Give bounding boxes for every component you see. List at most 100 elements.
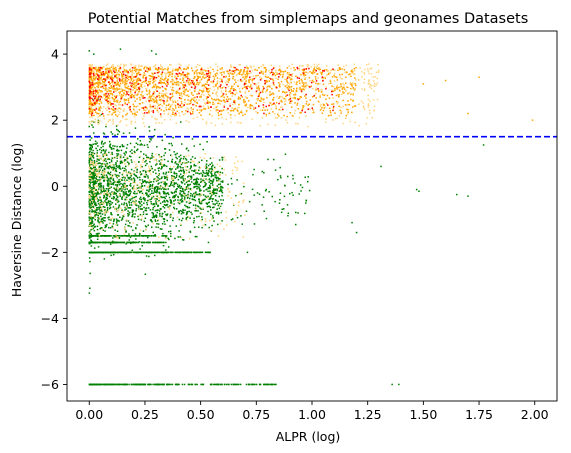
data-point-gold [137, 87, 139, 89]
data-point-green [97, 183, 100, 185]
data-point-gold [221, 92, 223, 94]
data-point-gold [373, 105, 376, 108]
data-point-gold [349, 120, 351, 123]
data-point-green [155, 164, 157, 166]
data-point-gold [219, 87, 222, 89]
data-point-green [110, 178, 112, 180]
data-point-green [103, 383, 106, 386]
data-point-gold [155, 122, 157, 124]
data-point-gold [97, 213, 99, 215]
data-point-orange [312, 103, 315, 106]
data-point-gold [89, 213, 92, 216]
data-point-green [90, 241, 92, 244]
data-point-green [274, 200, 276, 203]
data-point-gold [193, 104, 196, 106]
data-point-green [159, 212, 161, 215]
data-point-green [164, 192, 166, 195]
data-point-gold [316, 64, 319, 67]
data-point-green [138, 241, 141, 243]
data-point-green [105, 160, 107, 163]
data-point-green [112, 145, 114, 147]
data-point-gold [175, 122, 177, 124]
data-point-gold [133, 109, 135, 112]
data-point-gold [219, 204, 221, 207]
data-point-green [139, 191, 141, 194]
data-point-gold [188, 237, 191, 240]
data-point-gold [370, 85, 373, 87]
data-point-green [149, 383, 151, 386]
data-point-green [131, 241, 133, 244]
data-point-gold [97, 116, 99, 118]
data-point-green [186, 197, 189, 199]
data-point-gold [285, 86, 288, 89]
data-point-green [137, 218, 140, 221]
data-point-green [160, 159, 163, 161]
data-point-green [99, 169, 101, 171]
data-point-green [121, 161, 123, 164]
data-point-green [125, 251, 128, 254]
data-point-gold [172, 181, 174, 183]
data-point-gold [320, 89, 322, 91]
data-point-green [283, 195, 286, 198]
data-point-green [136, 204, 138, 207]
data-point-gold [112, 119, 114, 121]
data-point-gold [358, 125, 360, 127]
data-point-green [121, 251, 123, 254]
data-point-gold [223, 228, 225, 230]
data-point-gold [324, 106, 326, 108]
data-point-green [170, 184, 172, 186]
data-point-green [240, 215, 242, 217]
data-point-green [256, 192, 259, 194]
data-point-gold [161, 105, 163, 107]
data-point-gold [90, 174, 93, 176]
data-point-orange [175, 90, 178, 93]
data-point-orange [121, 76, 123, 78]
data-point-orange [138, 78, 141, 80]
data-point-orange [180, 102, 183, 105]
data-point-green [97, 192, 99, 194]
data-point-green [169, 230, 172, 232]
data-point-gold [124, 95, 127, 97]
data-point-green [96, 238, 99, 240]
data-point-gold [228, 73, 231, 76]
data-point-green [106, 251, 109, 254]
data-point-green [123, 186, 125, 189]
data-point-gold [94, 121, 96, 123]
data-point-green [133, 173, 135, 175]
data-point-green [181, 143, 183, 145]
data-point-green [198, 161, 200, 163]
data-point-orange [290, 81, 292, 84]
data-point-gold [176, 216, 179, 219]
data-point-green [125, 196, 128, 199]
data-point-gold [169, 74, 171, 77]
data-point-gold [267, 123, 269, 126]
data-point-green [161, 167, 163, 169]
data-point-orange [171, 93, 173, 95]
data-point-gold [185, 162, 187, 165]
data-point-gold [213, 89, 216, 91]
data-point-green [113, 164, 115, 166]
data-point-gold [293, 112, 296, 115]
data-point-green [100, 215, 102, 218]
data-point-green [136, 149, 138, 152]
data-point-green [179, 187, 182, 190]
data-point-green [93, 159, 96, 162]
data-point-green [123, 160, 126, 162]
data-point-green [197, 205, 199, 207]
data-point-gold [137, 190, 139, 193]
data-point-gold [112, 69, 114, 71]
data-point-green [163, 235, 166, 237]
data-point-gold [211, 115, 213, 117]
data-point-green [227, 183, 229, 186]
data-point-green [104, 224, 107, 227]
data-point-green [137, 215, 139, 218]
data-point-green [122, 183, 124, 185]
data-point-gold [361, 71, 363, 73]
data-point-green [108, 183, 110, 185]
data-point-orange [345, 114, 347, 117]
data-point-green [147, 251, 150, 254]
data-point-green [150, 201, 152, 203]
data-point-green [104, 217, 106, 219]
data-point-orange [136, 89, 139, 91]
data-point-gold [298, 69, 301, 71]
